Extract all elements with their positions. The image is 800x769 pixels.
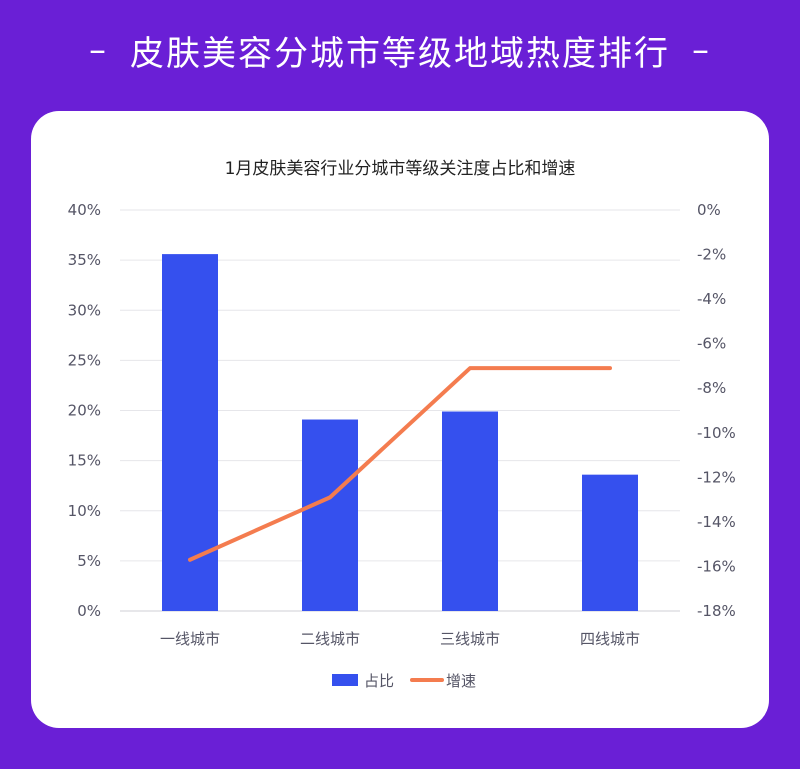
bar-share — [162, 254, 218, 612]
banner-dash-right: – — [692, 30, 711, 70]
line-growth-point — [188, 558, 192, 562]
right-axis-tick-label: -18% — [697, 602, 736, 620]
banner-title: 皮肤美容分城市等级地域热度排行 — [130, 33, 670, 74]
banner-dash-left: – — [89, 30, 108, 70]
bar-share — [442, 411, 498, 611]
right-axis-tick-label: -14% — [697, 513, 736, 531]
line-growth — [188, 366, 612, 562]
left-axis-tick-label: 0% — [77, 602, 101, 620]
right-axis-tick-label: -2% — [697, 246, 726, 264]
banner: – 皮肤美容分城市等级地域热度排行 – — [0, 0, 800, 100]
legend-label-share: 占比 — [364, 672, 394, 690]
bar-share — [302, 419, 358, 611]
right-axis-tick-label: -4% — [697, 290, 726, 308]
line-growth-point — [328, 495, 332, 499]
left-axis-tick-label: 25% — [68, 351, 101, 369]
right-axis-tick-label: -8% — [697, 379, 726, 397]
right-axis-tick-label: -16% — [697, 557, 736, 575]
right-axis-tick-label: -10% — [697, 424, 736, 442]
legend-label-growth: 增速 — [446, 672, 476, 690]
x-axis-category-label: 四线城市 — [580, 630, 640, 648]
left-axis-tick-label: 10% — [68, 502, 101, 520]
x-axis-category-label: 一线城市 — [160, 630, 220, 648]
chart-title: 1月皮肤美容行业分城市等级关注度占比和增速 — [225, 159, 576, 179]
left-axis-tick-label: 40% — [68, 201, 101, 219]
line-growth-point — [468, 366, 472, 370]
legend-swatch-bar — [332, 674, 358, 686]
x-axis-category-label: 二线城市 — [300, 630, 360, 648]
right-axis-tick-label: -6% — [697, 335, 726, 353]
left-axis-tick-label: 5% — [77, 552, 101, 570]
line-growth-point — [608, 366, 612, 370]
left-axis-tick-label: 20% — [68, 402, 101, 420]
left-axis-tick-label: 35% — [68, 251, 101, 269]
bar-share — [582, 474, 638, 611]
right-axis-tick-label: -12% — [697, 468, 736, 486]
chart-card — [31, 111, 769, 728]
x-axis-category-label: 三线城市 — [440, 630, 500, 648]
left-axis-tick-label: 15% — [68, 452, 101, 470]
right-axis-tick-label: 0% — [697, 201, 721, 219]
left-axis-tick-label: 30% — [68, 301, 101, 319]
